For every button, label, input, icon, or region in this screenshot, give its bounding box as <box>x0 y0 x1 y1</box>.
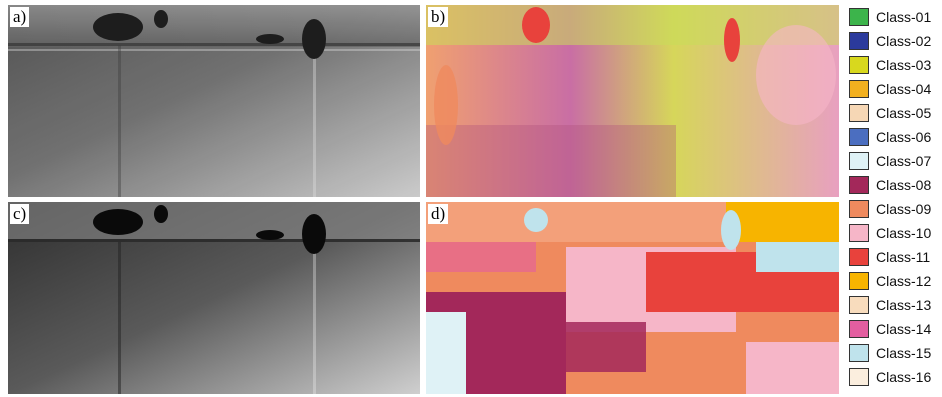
legend-swatch <box>849 56 869 74</box>
legend-swatch <box>849 32 869 50</box>
legend-item-class-16: Class-16 <box>849 367 931 387</box>
legend-swatch <box>849 368 869 386</box>
classification-map-d-graphic <box>426 202 839 394</box>
legend-item-class-02: Class-02 <box>849 31 931 51</box>
legend-swatch <box>849 128 869 146</box>
legend-label: Class-16 <box>876 369 932 385</box>
legend-label: Class-01 <box>876 9 932 25</box>
legend-swatch <box>849 80 869 98</box>
legend-item-class-09: Class-09 <box>849 199 931 219</box>
panel-label-a: a) <box>10 7 30 27</box>
grayscale-image-c-graphic <box>8 202 420 394</box>
legend-label: Class-08 <box>876 177 932 193</box>
legend-label: Class-04 <box>876 81 932 97</box>
legend-swatch <box>849 344 869 362</box>
grayscale-image-a-graphic <box>8 5 420 197</box>
legend-swatch <box>849 296 869 314</box>
legend-swatch <box>849 272 869 290</box>
legend-item-class-11: Class-11 <box>849 247 930 267</box>
legend-label: Class-10 <box>876 225 932 241</box>
legend-item-class-06: Class-06 <box>849 127 931 147</box>
legend-swatch <box>849 176 869 194</box>
panel-label-b: b) <box>428 7 449 27</box>
legend-swatch <box>849 320 869 338</box>
legend-item-class-03: Class-03 <box>849 55 931 75</box>
legend-swatch <box>849 224 869 242</box>
legend-item-class-10: Class-10 <box>849 223 931 243</box>
legend-label: Class-11 <box>876 249 931 265</box>
legend-item-class-12: Class-12 <box>849 271 931 291</box>
legend-item-class-15: Class-15 <box>849 343 931 363</box>
legend-swatch <box>849 200 869 218</box>
legend-item-class-07: Class-07 <box>849 151 931 171</box>
legend-swatch <box>849 104 869 122</box>
legend-label: Class-02 <box>876 33 932 49</box>
legend-label: Class-07 <box>876 153 932 169</box>
classification-map-b: b) <box>426 5 839 197</box>
legend-item-class-05: Class-05 <box>849 103 931 123</box>
classification-map-b-graphic <box>426 5 839 197</box>
legend-label: Class-13 <box>876 297 932 313</box>
legend-label: Class-14 <box>876 321 932 337</box>
legend-label: Class-05 <box>876 105 932 121</box>
legend-item-class-01: Class-01 <box>849 7 931 27</box>
legend-item-class-04: Class-04 <box>849 79 931 99</box>
legend-label: Class-06 <box>876 129 932 145</box>
legend-item-class-13: Class-13 <box>849 295 931 315</box>
legend-label: Class-03 <box>876 57 932 73</box>
panel-label-d: d) <box>428 204 449 224</box>
legend-label: Class-09 <box>876 201 932 217</box>
legend-item-class-08: Class-08 <box>849 175 931 195</box>
legend-label: Class-15 <box>876 345 932 361</box>
legend-swatch <box>849 248 869 266</box>
legend-swatch <box>849 152 869 170</box>
legend-label: Class-12 <box>876 273 932 289</box>
classification-map-d: d) <box>426 202 839 394</box>
legend-item-class-14: Class-14 <box>849 319 931 339</box>
grayscale-image-c: c) <box>8 202 420 394</box>
grayscale-image-a: a) <box>8 5 420 197</box>
legend-swatch <box>849 8 869 26</box>
panel-label-c: c) <box>10 204 30 224</box>
